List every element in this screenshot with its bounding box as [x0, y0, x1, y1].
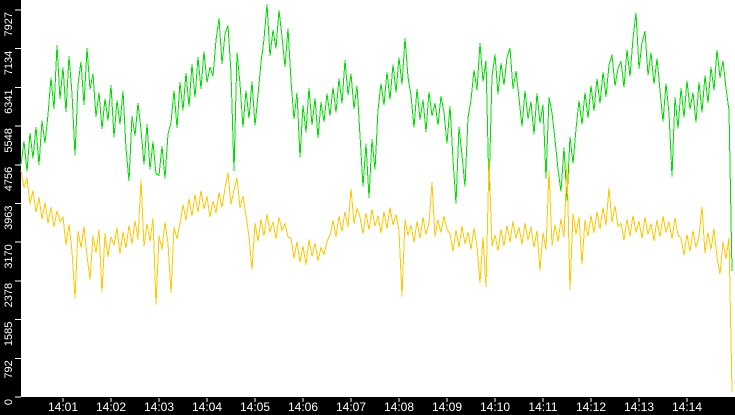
y-axis-tick-label: 6341 — [3, 89, 15, 113]
x-axis-tick-label: 14:02 — [96, 400, 126, 414]
x-axis-tick-label: 14:14 — [672, 400, 702, 414]
x-axis-tick-label: 14:01 — [48, 400, 78, 414]
y-axis-tick-label: 5548 — [3, 128, 15, 152]
x-axis-tick-label: 14:12 — [576, 400, 606, 414]
x-axis-tick-label: 14:10 — [480, 400, 510, 414]
y-axis-tick-label: 7134 — [3, 51, 15, 75]
x-axis-tick-label: 14:09 — [432, 400, 462, 414]
y-axis-tick-label: 3963 — [3, 206, 15, 230]
y-axis-tick-label: 0 — [3, 399, 15, 405]
x-axis-tick-label: 14:05 — [240, 400, 270, 414]
y-axis-tick-label: 2378 — [3, 283, 15, 307]
series-line-inbound-green — [20, 3, 733, 272]
x-axis-tick-label: 14:07 — [336, 400, 366, 414]
x-axis-tick-label: 14:08 — [384, 400, 414, 414]
x-axis-tick-label: 14:06 — [288, 400, 318, 414]
x-axis-tick-label: 14:04 — [192, 400, 222, 414]
y-axis-tick-label: 3170 — [3, 244, 15, 268]
y-axis-tick-label: 4756 — [3, 167, 15, 191]
x-axis-tick-label: 14:11 — [528, 400, 557, 414]
x-axis-tick-label: 14:13 — [624, 400, 654, 414]
y-axis-tick-label: 1585 — [3, 322, 15, 346]
x-axis-tick-label: 14:03 — [144, 400, 174, 414]
y-axis-tick-label: 792 — [3, 360, 15, 378]
series-line-outbound-yellow — [20, 160, 733, 392]
y-axis-tick-label: 7927 — [3, 12, 15, 36]
